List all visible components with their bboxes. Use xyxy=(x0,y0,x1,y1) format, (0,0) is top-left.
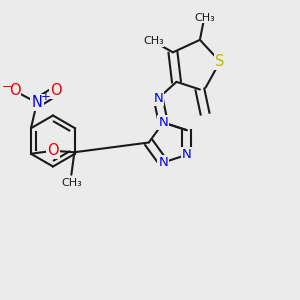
Text: O: O xyxy=(51,83,62,98)
Text: +: + xyxy=(40,90,50,103)
Text: O: O xyxy=(48,143,59,158)
Text: N: N xyxy=(158,156,168,169)
Text: CH₃: CH₃ xyxy=(194,13,214,23)
Text: CH₃: CH₃ xyxy=(143,36,164,46)
Text: N: N xyxy=(182,148,192,161)
Text: N: N xyxy=(158,116,168,129)
Text: CH₃: CH₃ xyxy=(61,178,82,188)
Text: S: S xyxy=(215,54,225,69)
Text: N: N xyxy=(153,92,163,105)
Text: −: − xyxy=(2,81,13,94)
Text: N: N xyxy=(32,95,42,110)
Text: O: O xyxy=(9,83,20,98)
